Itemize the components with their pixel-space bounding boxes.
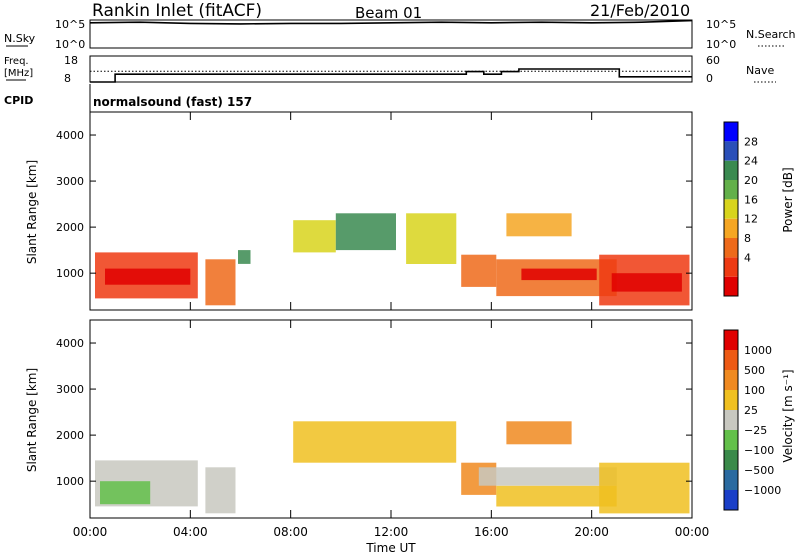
power-ytick-label: 4000 [56, 129, 84, 142]
velocity-ytick-label: 2000 [56, 429, 84, 442]
velocity-ytick-label: 4000 [56, 337, 84, 350]
velocity-colorbar-tick: 25 [744, 404, 758, 417]
velocity-colorbar: 1000 500 100 25 −25 −100 −500 −1000 [723, 329, 781, 511]
heatmap-region [506, 421, 572, 445]
freq-series [90, 68, 692, 83]
power-ytick-label: 3000 [56, 175, 84, 188]
noise-left-tick-top: 10^5 [55, 18, 85, 31]
power-colorbar-frame [723, 121, 739, 297]
velocity-colorbar-swatch [724, 330, 738, 350]
beam-label: Beam 01 [355, 4, 422, 22]
noise-search-label: N.Search [746, 28, 796, 41]
heatmap-region [238, 250, 251, 264]
power-colorbar-swatch [724, 276, 738, 296]
velocity-colorbar-label: Velocity [m s⁻¹] [781, 369, 795, 462]
velocity-colorbar-swatch [724, 450, 738, 470]
power-colorbar-tick: 16 [744, 193, 758, 206]
x-tick-label: 16:00 [474, 525, 509, 539]
velocity-colorbar-tick: 500 [744, 364, 765, 377]
velocity-colorbar-swatch [724, 470, 738, 490]
velocity-colorbar-swatch [724, 490, 738, 510]
velocity-colorbar-tick: −500 [744, 464, 774, 477]
nave-tick-bottom: 0 [706, 72, 713, 85]
nave-tick-top: 60 [706, 54, 720, 67]
heatmap-region [205, 259, 236, 306]
velocity-colorbar-swatch [724, 390, 738, 410]
nave-label: Nave [746, 64, 774, 77]
power-colorbar-swatch [724, 199, 738, 219]
heatmap-region [496, 485, 617, 507]
velocity-colorbar-swatch [724, 410, 738, 430]
velocity-ylabel: Slant Range [km] [25, 368, 39, 472]
velocity-colorbar-tick: −100 [744, 444, 774, 457]
heatmap-region [205, 467, 236, 514]
freq-label-line1: Freq. [4, 56, 29, 67]
x-tick-label: 00:00 [73, 525, 108, 539]
heatmap-region [105, 268, 191, 285]
noise-sky-label: N.Sky [4, 32, 36, 45]
cpid-label: CPID [4, 94, 33, 107]
x-axis-label: Time UT [365, 541, 416, 554]
velocity-colorbar-tick: 100 [744, 384, 765, 397]
power-colorbar-swatch [724, 218, 738, 238]
power-ytick-label: 2000 [56, 221, 84, 234]
power-heatmap [95, 213, 690, 306]
heatmap-region [335, 213, 396, 251]
power-colorbar-swatch [724, 141, 738, 161]
heatmap-region [611, 273, 682, 292]
power-colorbar-swatch [724, 122, 738, 142]
power-colorbar-swatch [724, 180, 738, 200]
power-colorbar-tick: 20 [744, 174, 758, 187]
power-colorbar-tick: 24 [744, 155, 758, 168]
noise-left-tick-bottom: 10^0 [55, 38, 85, 51]
heatmap-region [293, 421, 457, 463]
velocity-colorbar-frame [723, 329, 739, 511]
heatmap-region [599, 462, 690, 514]
power-colorbar-tick: 12 [744, 213, 758, 226]
power-ylabel: Slant Range [km] [25, 160, 39, 264]
x-tick-label: 04:00 [173, 525, 208, 539]
site-title: Rankin Inlet (fitACF) [92, 1, 262, 21]
noise-panel-frame [89, 19, 693, 49]
freq-tick-top: 18 [64, 54, 78, 67]
power-ytick-label: 1000 [56, 267, 84, 280]
velocity-colorbar-tick: 1000 [744, 344, 772, 357]
x-tick-label: 00:00 [675, 525, 710, 539]
noise-sky-series [89, 19, 693, 25]
heatmap-region [506, 213, 572, 237]
heatmap-region [100, 481, 151, 505]
power-colorbar-tick: 4 [744, 251, 751, 264]
power-colorbar-swatch [724, 160, 738, 180]
heatmap-region [293, 220, 336, 253]
freq-label-line2: [MHz] [4, 68, 33, 79]
heatmap-region [406, 213, 457, 264]
x-tick-label: 12:00 [374, 525, 409, 539]
power-colorbar-swatch [724, 257, 738, 277]
velocity-colorbar-tick: −1000 [744, 484, 781, 497]
x-tick-label: 08:00 [273, 525, 308, 539]
velocity-ytick-label: 1000 [56, 475, 84, 488]
heatmap-region [521, 268, 597, 281]
cpid-value: normalsound (fast) 157 [93, 95, 252, 109]
heatmap-region [478, 467, 617, 486]
heatmap-region [461, 254, 497, 287]
power-colorbar: 28 24 20 16 12 8 4 [723, 121, 758, 297]
x-tick-label: 20:00 [574, 525, 609, 539]
velocity-colorbar-swatch [724, 370, 738, 390]
noise-right-tick-top: 10^5 [706, 18, 736, 31]
freq-panel-frame [89, 55, 693, 83]
noise-right-tick-bottom: 10^0 [706, 38, 736, 51]
velocity-heatmap [95, 421, 690, 514]
velocity-colorbar-swatch [724, 350, 738, 370]
velocity-ytick-label: 3000 [56, 383, 84, 396]
power-colorbar-swatch [724, 238, 738, 258]
velocity-colorbar-tick: −25 [744, 424, 767, 437]
power-colorbar-tick: 8 [744, 232, 751, 245]
date-label: 21/Feb/2010 [590, 1, 690, 20]
velocity-colorbar-swatch [724, 430, 738, 450]
power-colorbar-tick: 28 [744, 135, 758, 148]
freq-tick-bottom: 8 [64, 72, 71, 85]
power-colorbar-label: Power [dB] [781, 167, 795, 232]
